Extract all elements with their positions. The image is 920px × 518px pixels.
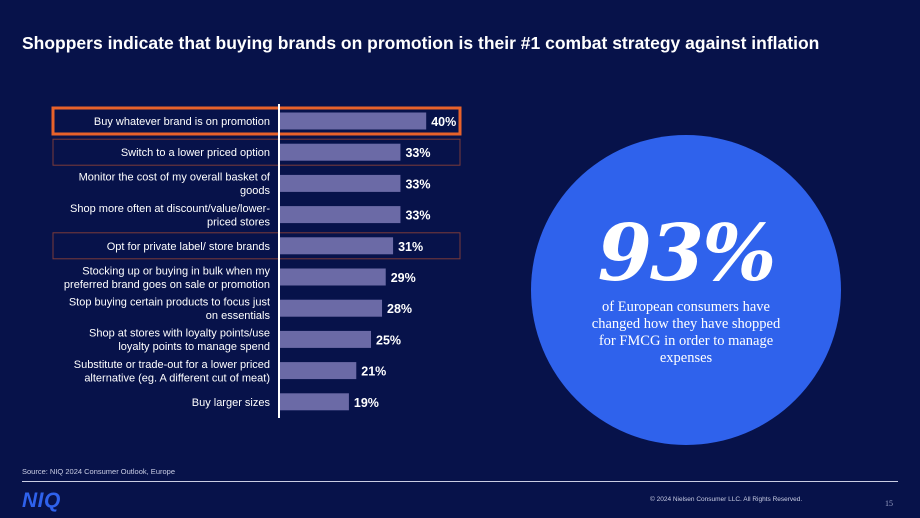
bar — [279, 362, 357, 380]
stat-line: changed how they have shopped — [591, 316, 781, 332]
outline-box — [52, 138, 461, 166]
data-label: 40% — [431, 115, 456, 129]
stat-line: expenses — [659, 350, 713, 366]
stat-value: 93% — [597, 208, 777, 299]
category-label: preferred brand goes on sale or promotio… — [64, 279, 270, 291]
bar — [279, 143, 401, 161]
data-label: 19% — [354, 396, 379, 410]
stat-line: for FMCG in order to manage — [598, 333, 774, 349]
bar — [279, 237, 394, 255]
bar — [279, 112, 427, 130]
category-label: alternative (eg. A different cut of meat… — [84, 372, 270, 384]
category-label: Buy larger sizes — [192, 397, 271, 409]
copyright-text: © 2024 Nielsen Consumer LLC. All Rights … — [650, 496, 803, 503]
niq-logo: NIQ — [22, 489, 61, 512]
category-label: Buy whatever brand is on promotion — [94, 116, 270, 128]
category-label: Substitute or trade-out for a lower pric… — [74, 359, 270, 371]
bar — [279, 330, 371, 348]
data-label: 33% — [405, 146, 430, 160]
category-label: Switch to a lower priced option — [121, 147, 270, 159]
footer-divider — [22, 481, 898, 482]
category-label: on essentials — [206, 310, 271, 322]
data-label: 21% — [361, 365, 386, 379]
data-label: 33% — [405, 209, 430, 223]
outline-box — [52, 232, 461, 260]
page-title: Shoppers indicate that buying brands on … — [22, 33, 820, 53]
category-label: Stocking up or buying in bulk when my — [82, 265, 270, 277]
bar — [279, 393, 349, 411]
category-label: Opt for private label/ store brands — [107, 241, 271, 253]
category-label: Shop more often at discount/value/lower- — [70, 203, 270, 215]
stat-description: of European consumers have changed how t… — [589, 299, 783, 367]
stat-line: of European consumers have — [602, 299, 770, 315]
stat-circle: 93% of European consumers have changed h… — [531, 135, 841, 445]
data-label: 25% — [376, 333, 401, 347]
category-label: loyalty points to manage spend — [118, 341, 270, 353]
data-label: 33% — [405, 177, 430, 191]
source-note: Source: NIQ 2024 Consumer Outlook, Europ… — [22, 467, 175, 476]
data-label: 29% — [391, 271, 416, 285]
category-label: Monitor the cost of my overall basket of — [79, 172, 271, 184]
category-label: Stop buying certain products to focus ju… — [69, 296, 270, 308]
highlight-box — [51, 106, 462, 136]
data-label: 28% — [387, 302, 412, 316]
bar — [279, 206, 401, 224]
bar — [279, 268, 386, 286]
category-label: Shop at stores with loyalty points/use — [89, 328, 270, 340]
bar — [279, 299, 383, 317]
category-label: priced stores — [207, 216, 270, 228]
data-label: 31% — [398, 240, 423, 254]
bar — [279, 174, 401, 192]
category-label: goods — [240, 185, 270, 197]
page-number: 15 — [885, 499, 893, 508]
